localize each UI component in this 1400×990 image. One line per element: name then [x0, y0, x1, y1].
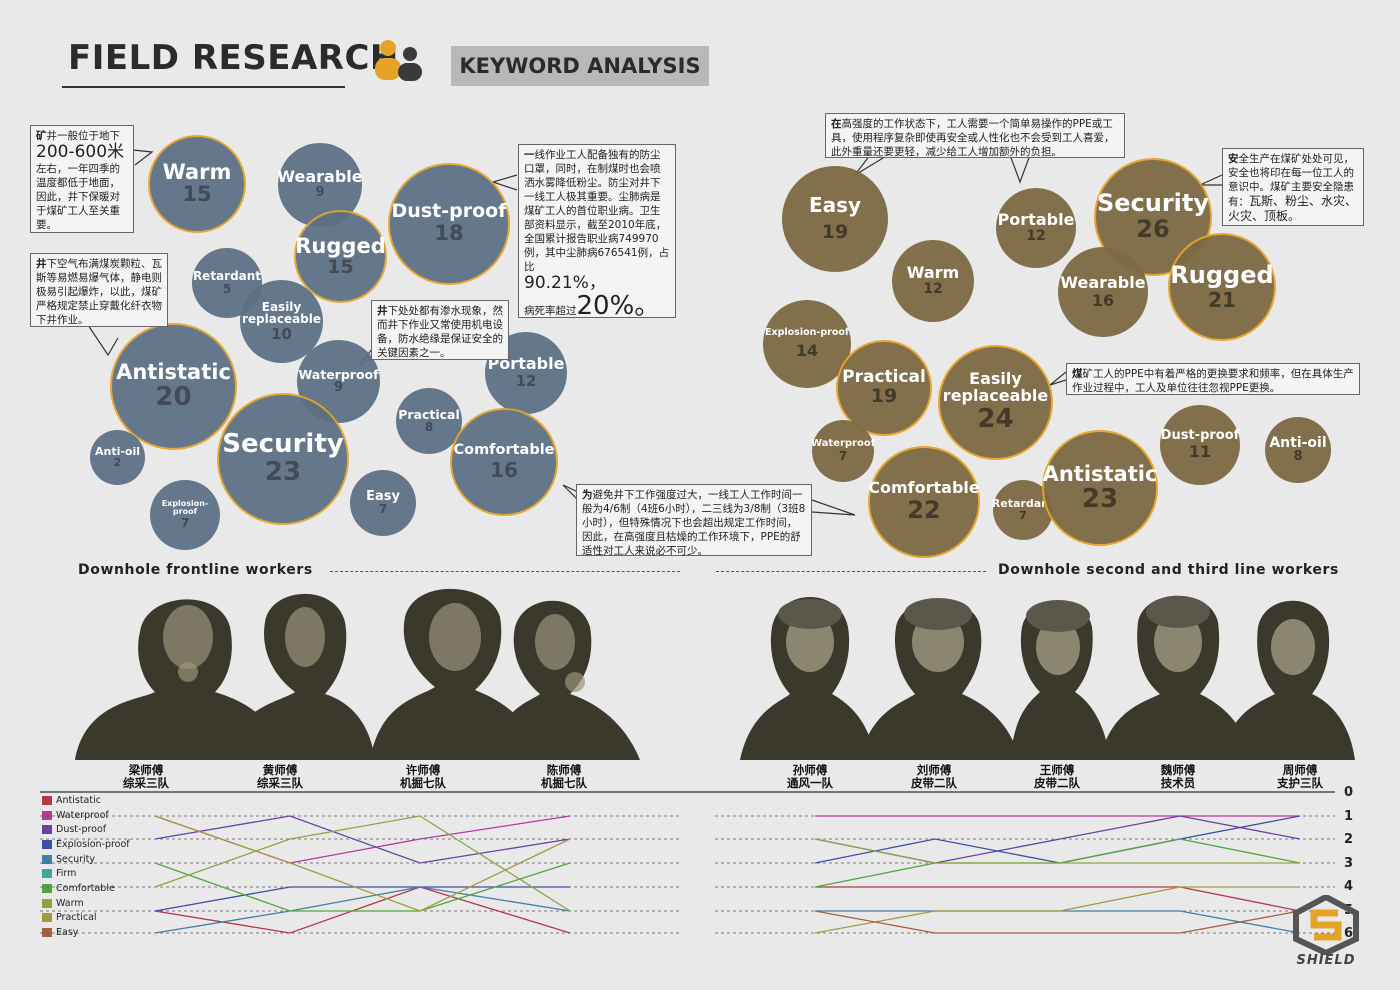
worker-name: 魏师傅 技术员	[1160, 763, 1196, 790]
bubble-easily-replaceable: Easily replaceable 24	[938, 345, 1053, 460]
shield-logo: SHIELD	[1286, 893, 1366, 975]
bubble-comfortable: Comfortable 16	[450, 408, 558, 516]
legend-item: Firm	[42, 868, 76, 879]
bubble-practical: Practical 19	[836, 340, 932, 436]
bubble-security: Security 23	[217, 393, 349, 525]
bubble-warm: Warm 12	[892, 240, 974, 322]
worker-name: 孙师傅 通风一队	[787, 763, 833, 790]
bubble-retardant: Retardant 5	[192, 248, 262, 318]
legend-item: Practical	[42, 912, 97, 923]
rank-label: 2	[1344, 832, 1354, 847]
bubble-dust-proof: Dust-proof 11	[1160, 405, 1240, 485]
bubble-explosion-proof: Explosion-proof 7	[150, 480, 220, 550]
note-antistatic: 井下空气布满煤炭颗粒、瓦斯等易燃易爆气体，静电则极易引起爆炸，以此，煤矿严格规定…	[30, 253, 168, 327]
legend-item: Comfortable	[42, 883, 115, 894]
note-easy: 在高强度的工作状态下，工人需要一个简单易操作的PPE或工具，使用程序复杂即使再安…	[825, 113, 1125, 158]
worker-name: 陈师傅 机掘七队	[541, 763, 587, 790]
note-security: 安全生产在煤矿处处可见，安全也将印在每一位工人的意识中。煤矿主要安全隐患有：瓦斯…	[1222, 148, 1364, 226]
legend-item: Antistatic	[42, 795, 101, 806]
bubble-wearable: Wearable 16	[1058, 247, 1148, 337]
note-waterproof: 井下处处都有渗水现象，然而井下作业又常使用机电设备，防水绝缘是保证安全的关键因素…	[371, 300, 509, 360]
keyword-analysis-badge: KEYWORD ANALYSIS	[451, 46, 709, 86]
left-section-divider	[330, 571, 680, 572]
title-underline	[62, 86, 345, 88]
rank-label: 0	[1344, 785, 1354, 800]
note-easily-replaceable: 煤矿工人的PPE中有着严格的更换要求和频率，但在具体生产作业过程中，工人及单位往…	[1066, 363, 1360, 395]
legend-item: Explosion-proof	[42, 839, 130, 850]
page-title: FIELD RESEARCH	[68, 38, 399, 78]
people-icon	[370, 38, 426, 82]
legend-item: Security	[42, 854, 95, 865]
left-workers-photo	[75, 588, 640, 760]
rank-label: 4	[1344, 879, 1354, 894]
legend-item: Warm	[42, 898, 84, 909]
right-section-title: Downhole second and third line workers	[998, 562, 1339, 578]
bubble-dust-proof: Dust-proof 18	[388, 163, 510, 285]
logo-text: SHIELD	[1296, 953, 1356, 968]
worker-name: 王师傅 皮带二队	[1034, 763, 1080, 790]
bubble-portable: Portable 12	[996, 188, 1076, 268]
bubble-comfortable: Comfortable 22	[868, 446, 980, 558]
legend-item: Easy	[42, 927, 78, 938]
bubble-anti-oil: Anti-oil 2	[90, 430, 145, 485]
bubble-antistatic: Antistatic 20	[110, 323, 237, 450]
worker-name: 梁师傅 综采三队	[123, 763, 169, 790]
rank-label: 3	[1344, 856, 1354, 871]
legend-item: Dust-proof	[42, 824, 106, 835]
bubble-easy: Easy 7	[350, 470, 416, 536]
bubble-anti-oil: Anti-oil 8	[1265, 417, 1331, 483]
bubble-rugged: Rugged 15	[294, 210, 387, 303]
note-comfortable: 为避免井下工作强度过大，一线工人工作时间一般为4/6制（4班6小时），二三线为3…	[576, 484, 812, 557]
rank-label: 1	[1344, 809, 1354, 824]
bubble-warm: Warm 15	[148, 135, 246, 233]
bubble-practical: Practical 8	[396, 388, 462, 454]
right-workers-photo	[740, 595, 1355, 760]
bubble-easily-replaceable: Easily replaceable 10	[240, 280, 323, 363]
worker-name: 刘师傅 皮带二队	[911, 763, 957, 790]
bubble-explosion-proof: Explosion-proof 14	[763, 300, 851, 388]
rank-label: 6	[1344, 926, 1354, 941]
left-section-title: Downhole frontline workers	[78, 562, 313, 578]
worker-name: 周师傅 支护三队	[1277, 763, 1323, 790]
right-section-divider	[716, 571, 986, 572]
bubble-rugged: Rugged 21	[1168, 233, 1276, 341]
bubble-waterproof: Waterproof 7	[811, 420, 875, 482]
note-warm: 矿井一般位于地下 200-600米 左右，一年四季的温度都低于地面，因此，井下保暖对…	[30, 125, 134, 233]
worker-name: 许师傅 机掘七队	[400, 763, 446, 790]
legend-item: Waterproof	[42, 810, 109, 821]
worker-name: 黄师傅 综采三队	[257, 763, 303, 790]
bubble-easy: Easy 19	[782, 166, 888, 272]
note-dust-proof: 一线作业工人配备独有的防尘口罩，同时，在制煤时也会喷洒水雾降低粉尘。防尘对井下一…	[518, 144, 676, 319]
ranking-chart	[40, 791, 1335, 934]
bubble-antistatic: Antistatic 23	[1042, 430, 1158, 546]
